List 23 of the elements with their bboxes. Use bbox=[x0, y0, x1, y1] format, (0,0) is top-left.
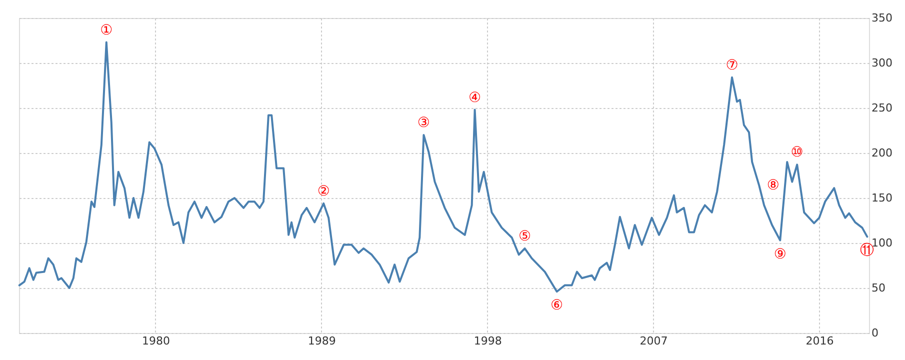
annotation: ④ bbox=[468, 90, 482, 106]
y-tick-label: 50 bbox=[872, 282, 886, 294]
x-tick-label: 1989 bbox=[308, 334, 336, 348]
y-tick-label: 350 bbox=[872, 12, 892, 24]
annotation: ⑪ bbox=[860, 242, 874, 259]
annotation: ⑦ bbox=[726, 57, 738, 74]
y-tick-label: 0 bbox=[872, 326, 878, 340]
annotation: ⑤ bbox=[518, 228, 532, 244]
y-tick-label: 150 bbox=[872, 192, 892, 204]
x-tick-label: 2016 bbox=[806, 334, 834, 348]
annotation: ① bbox=[100, 22, 113, 38]
x-tick-label: 2007 bbox=[640, 334, 668, 348]
y-tick-label: 250 bbox=[872, 102, 892, 114]
annotation: ⑥ bbox=[550, 298, 564, 314]
annotation: ⑩ bbox=[790, 144, 804, 161]
x-tick-label: 1980 bbox=[142, 334, 170, 348]
y-tick-label: 200 bbox=[872, 146, 892, 160]
x-tick-label: 1998 bbox=[474, 334, 502, 348]
annotation: ⑨ bbox=[774, 246, 786, 262]
annotation: ③ bbox=[417, 115, 430, 131]
annotation: ② bbox=[317, 183, 330, 200]
annotation: ⑧ bbox=[766, 177, 780, 194]
y-tick-label: 300 bbox=[872, 56, 892, 70]
